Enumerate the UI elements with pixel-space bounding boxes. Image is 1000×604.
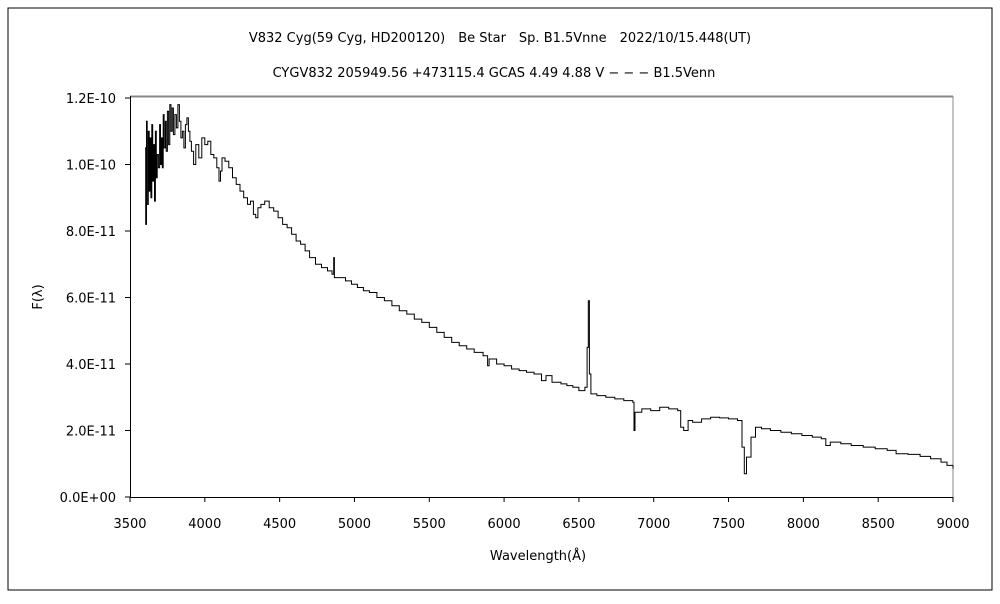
y-tick-label: 2.0E-11 (66, 425, 116, 440)
x-tick-label: 7000 (637, 517, 670, 532)
y-tick-label: 8.0E-11 (66, 225, 116, 240)
chart-title: V832 Cyg(59 Cyg, HD200120) Be Star Sp. B… (249, 31, 751, 46)
y-axis-label: F(λ) (31, 284, 46, 309)
chart-subtitle: CYGV832 205949.56 +473115.4 GCAS 4.49 4.… (273, 66, 716, 81)
spectrum-line (145, 104, 954, 475)
y-tick-label: 1.2E-10 (66, 92, 116, 107)
x-tick-label: 5000 (338, 517, 371, 532)
x-tick-label: 5500 (413, 517, 446, 532)
chart-border (7, 7, 993, 591)
x-axis-label: Wavelength(Å) (490, 548, 586, 564)
y-tick-label: 4.0E-11 (66, 358, 116, 373)
x-tick-label: 8500 (862, 517, 895, 532)
x-tick-label: 3500 (113, 517, 146, 532)
x-tick-label: 7500 (712, 517, 745, 532)
x-tick-label: 6000 (488, 517, 521, 532)
x-tick-label: 8000 (787, 517, 820, 532)
y-tick-label: 1.0E-10 (66, 159, 116, 174)
x-tick-label: 6500 (562, 517, 595, 532)
x-tick-label: 9000 (936, 517, 969, 532)
y-tick-label: 0.0E+00 (60, 491, 116, 506)
y-tick-label: 6.0E-11 (66, 292, 116, 307)
x-tick-label: 4500 (263, 517, 296, 532)
x-tick-label: 4000 (188, 517, 221, 532)
